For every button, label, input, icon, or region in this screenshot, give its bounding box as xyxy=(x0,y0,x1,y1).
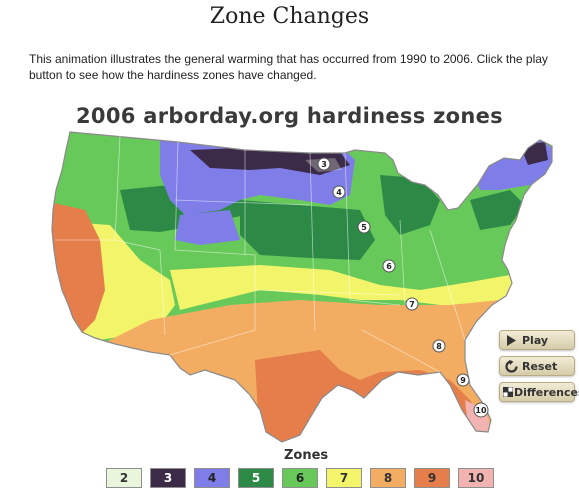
svg-text:7: 7 xyxy=(409,300,415,309)
svg-text:3: 3 xyxy=(321,160,327,169)
differences-label: Differences xyxy=(514,385,579,399)
legend-swatch-zone-7: 7 xyxy=(326,468,362,488)
marker-zone-7: 7 xyxy=(405,297,419,311)
reset-label: Reset xyxy=(522,359,558,373)
svg-text:9: 9 xyxy=(460,376,466,385)
play-button[interactable]: Play xyxy=(499,330,575,350)
marker-zone-6: 6 xyxy=(382,259,396,273)
legend-swatch-zone-8: 8 xyxy=(370,468,406,488)
zone-legend: 2 3 4 5 6 7 8 9 10 xyxy=(106,468,494,488)
intro-text: This animation illustrates the general w… xyxy=(29,52,548,82)
marker-zone-5: 5 xyxy=(357,220,371,234)
legend-swatch-zone-10: 10 xyxy=(458,468,494,488)
svg-text:4: 4 xyxy=(336,188,342,197)
svg-text:6: 6 xyxy=(386,262,392,271)
marker-zone-8: 8 xyxy=(432,339,446,353)
legend-swatch-zone-9: 9 xyxy=(414,468,450,488)
differences-icon xyxy=(503,387,513,397)
reset-button[interactable]: Reset xyxy=(499,356,575,376)
svg-text:8: 8 xyxy=(436,342,442,351)
map-title: 2006 arborday.org hardiness zones xyxy=(76,104,503,128)
legend-swatch-zone-4: 4 xyxy=(194,468,230,488)
legend-swatch-zone-3: 3 xyxy=(150,468,186,488)
play-label: Play xyxy=(522,333,549,347)
legend-swatch-zone-6: 6 xyxy=(282,468,318,488)
reset-icon xyxy=(503,359,519,373)
page-title: Zone Changes xyxy=(209,4,370,29)
legend-swatch-zone-5: 5 xyxy=(238,468,274,488)
svg-text:10: 10 xyxy=(475,406,487,415)
play-icon xyxy=(503,334,519,346)
svg-text:5: 5 xyxy=(361,223,367,232)
marker-zone-4: 4 xyxy=(332,185,346,199)
differences-button[interactable]: Differences xyxy=(499,382,579,402)
legend-title: Zones xyxy=(284,448,329,463)
marker-zone-9: 9 xyxy=(456,373,470,387)
legend-swatch-zone-2: 2 xyxy=(106,468,142,488)
marker-zone-10: 10 xyxy=(473,402,489,418)
marker-zone-3: 3 xyxy=(317,157,331,171)
